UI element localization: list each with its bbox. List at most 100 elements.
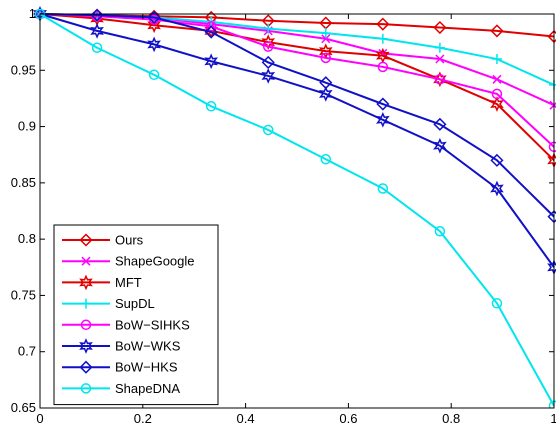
series-7	[34, 8, 556, 408]
series-5	[33, 6, 556, 276]
y-tick-label: 0.65	[11, 400, 36, 415]
data-point	[376, 97, 390, 111]
legend-marker	[79, 274, 93, 291]
series-line	[39, 13, 555, 218]
series-6	[33, 7, 556, 224]
y-tick-label: 0.9	[18, 119, 36, 134]
data-point	[262, 124, 274, 136]
data-point	[376, 111, 390, 128]
legend-entry: BoW−SIHKS	[62, 317, 190, 332]
data-point	[261, 68, 276, 84]
x-tick-label: 0	[36, 411, 43, 426]
data-point	[433, 117, 447, 131]
plot-frame	[39, 13, 555, 409]
y-tick-label: 0.85	[11, 175, 36, 190]
data-point	[261, 34, 276, 50]
legend-box	[53, 224, 219, 406]
data-point	[434, 74, 446, 85]
series-line	[39, 13, 555, 148]
series-layer	[33, 6, 556, 408]
data-point	[204, 53, 218, 70]
data-point	[320, 28, 331, 39]
legend-entry: BoW−WKS	[62, 338, 181, 354]
y-tick-label: 0.75	[11, 287, 36, 302]
legend-label: ShapeDNA	[115, 381, 180, 396]
data-point	[320, 52, 332, 64]
axis-layer: 0 0.2 0.4 0.6 0.8 1 0.65 0.7 0.75 0.8 0.85 0.9 0.95 1	[11, 6, 556, 426]
data-point	[90, 23, 104, 39]
legend-label: BoW−HKS	[115, 360, 178, 375]
x-tick-label: 0.4	[237, 411, 255, 426]
series-1	[35, 9, 556, 110]
data-point	[261, 55, 275, 69]
series-line	[39, 13, 555, 268]
x-tick-label: 0.8	[442, 411, 460, 426]
data-point	[147, 10, 161, 24]
data-point	[318, 86, 333, 102]
data-point	[205, 101, 217, 112]
data-point	[491, 298, 503, 309]
data-point	[262, 41, 274, 52]
y-tick-label: 1	[29, 6, 36, 21]
data-point	[320, 153, 332, 165]
series-line	[39, 13, 555, 162]
legend-label: Ours	[115, 233, 144, 248]
data-point	[549, 79, 556, 90]
x-tick-label: 0.6	[339, 411, 357, 426]
data-point	[148, 14, 160, 25]
series-line	[39, 13, 555, 407]
data-point	[90, 8, 104, 22]
data-point	[376, 47, 390, 64]
legend-label: MFT	[115, 275, 142, 290]
x-tick-label: 0.2	[134, 411, 152, 426]
data-point	[147, 17, 161, 34]
x-tick-label: 1	[550, 411, 556, 426]
legend-marker	[79, 233, 93, 247]
data-point	[491, 54, 502, 65]
legend-marker	[79, 338, 93, 354]
legend-entry: ShapeGoogle	[62, 254, 195, 269]
y-tick-label: 0.7	[18, 344, 36, 359]
data-point	[434, 226, 446, 237]
legend-entry: ShapeDNA	[62, 381, 180, 396]
legend-label: SupDL	[115, 296, 155, 311]
data-point	[147, 36, 161, 53]
data-point	[490, 24, 504, 38]
data-point	[433, 71, 447, 88]
data-point	[434, 42, 445, 53]
y-tick-label: 0.95	[11, 62, 36, 77]
legend-entry: Ours	[62, 233, 144, 248]
legend-marker	[79, 360, 93, 374]
data-point	[433, 137, 447, 154]
series-line	[39, 13, 555, 86]
data-point	[435, 54, 445, 64]
data-point	[491, 88, 503, 100]
data-point	[204, 25, 218, 39]
data-point	[490, 180, 504, 197]
legend-entry: MFT	[62, 274, 142, 291]
legend-marker	[80, 319, 92, 331]
data-point	[549, 100, 556, 110]
data-point	[321, 34, 331, 44]
legend-entry: BoW−HKS	[62, 360, 178, 375]
legend-marker	[81, 298, 91, 309]
data-point	[377, 183, 389, 194]
legend-label: BoW−SIHKS	[115, 317, 190, 332]
legend-marker	[80, 383, 92, 394]
data-point	[205, 21, 217, 32]
data-point	[492, 74, 502, 84]
data-point	[377, 33, 388, 44]
data-point	[319, 76, 333, 90]
legend-label: BoW−WKS	[115, 339, 181, 354]
data-point	[377, 61, 389, 73]
legend-marker	[81, 256, 91, 266]
data-point	[433, 20, 447, 35]
data-point	[91, 42, 103, 54]
data-point	[490, 96, 504, 112]
legend-entry: SupDL	[62, 296, 155, 311]
series-line	[39, 13, 555, 107]
data-point	[376, 17, 390, 31]
data-point	[490, 153, 504, 167]
y-tick-label: 0.8	[18, 231, 36, 246]
